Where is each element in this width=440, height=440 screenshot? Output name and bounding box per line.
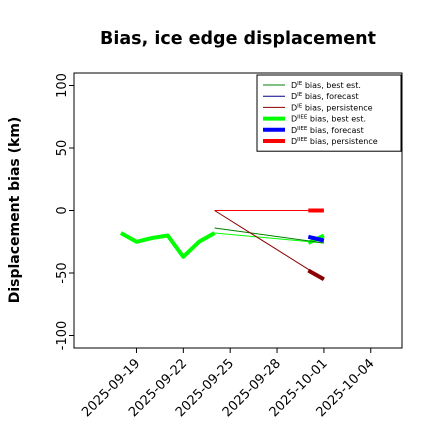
y-tick-label: -100	[55, 321, 70, 351]
y-tick-label: -50	[55, 262, 70, 283]
legend-label: DIIEE bias, persistence	[291, 137, 378, 146]
legend-label: DIE bias, persistence	[291, 103, 373, 112]
y-tick-label: 50	[55, 140, 70, 157]
series-line-4	[307, 234, 325, 243]
legend-label: DIIEE bias, best est.	[291, 115, 366, 124]
series-line-2	[214, 210, 325, 280]
legend-label: DIE bias, forecast	[291, 92, 359, 101]
y-axis: 100 50 0 -50 -100	[55, 73, 74, 350]
y-tick-label: 100	[55, 73, 70, 98]
legend-label: DIIEE bias, forecast	[291, 126, 364, 135]
series-segment-0	[214, 232, 324, 244]
y-axis-label: Displacement bias (km)	[7, 117, 23, 304]
series-line-0	[214, 227, 324, 244]
legend-label: DIE bias, best est.	[291, 81, 361, 90]
y-tick-label: 0	[55, 206, 70, 214]
legend: DIE bias, best est. DIE bias, forecast DIE…	[256, 74, 402, 152]
series-line-3	[119, 231, 216, 259]
chart-title: Bias, ice edge displacement	[100, 29, 376, 49]
plot-area	[119, 208, 325, 282]
legend-box	[256, 74, 402, 152]
